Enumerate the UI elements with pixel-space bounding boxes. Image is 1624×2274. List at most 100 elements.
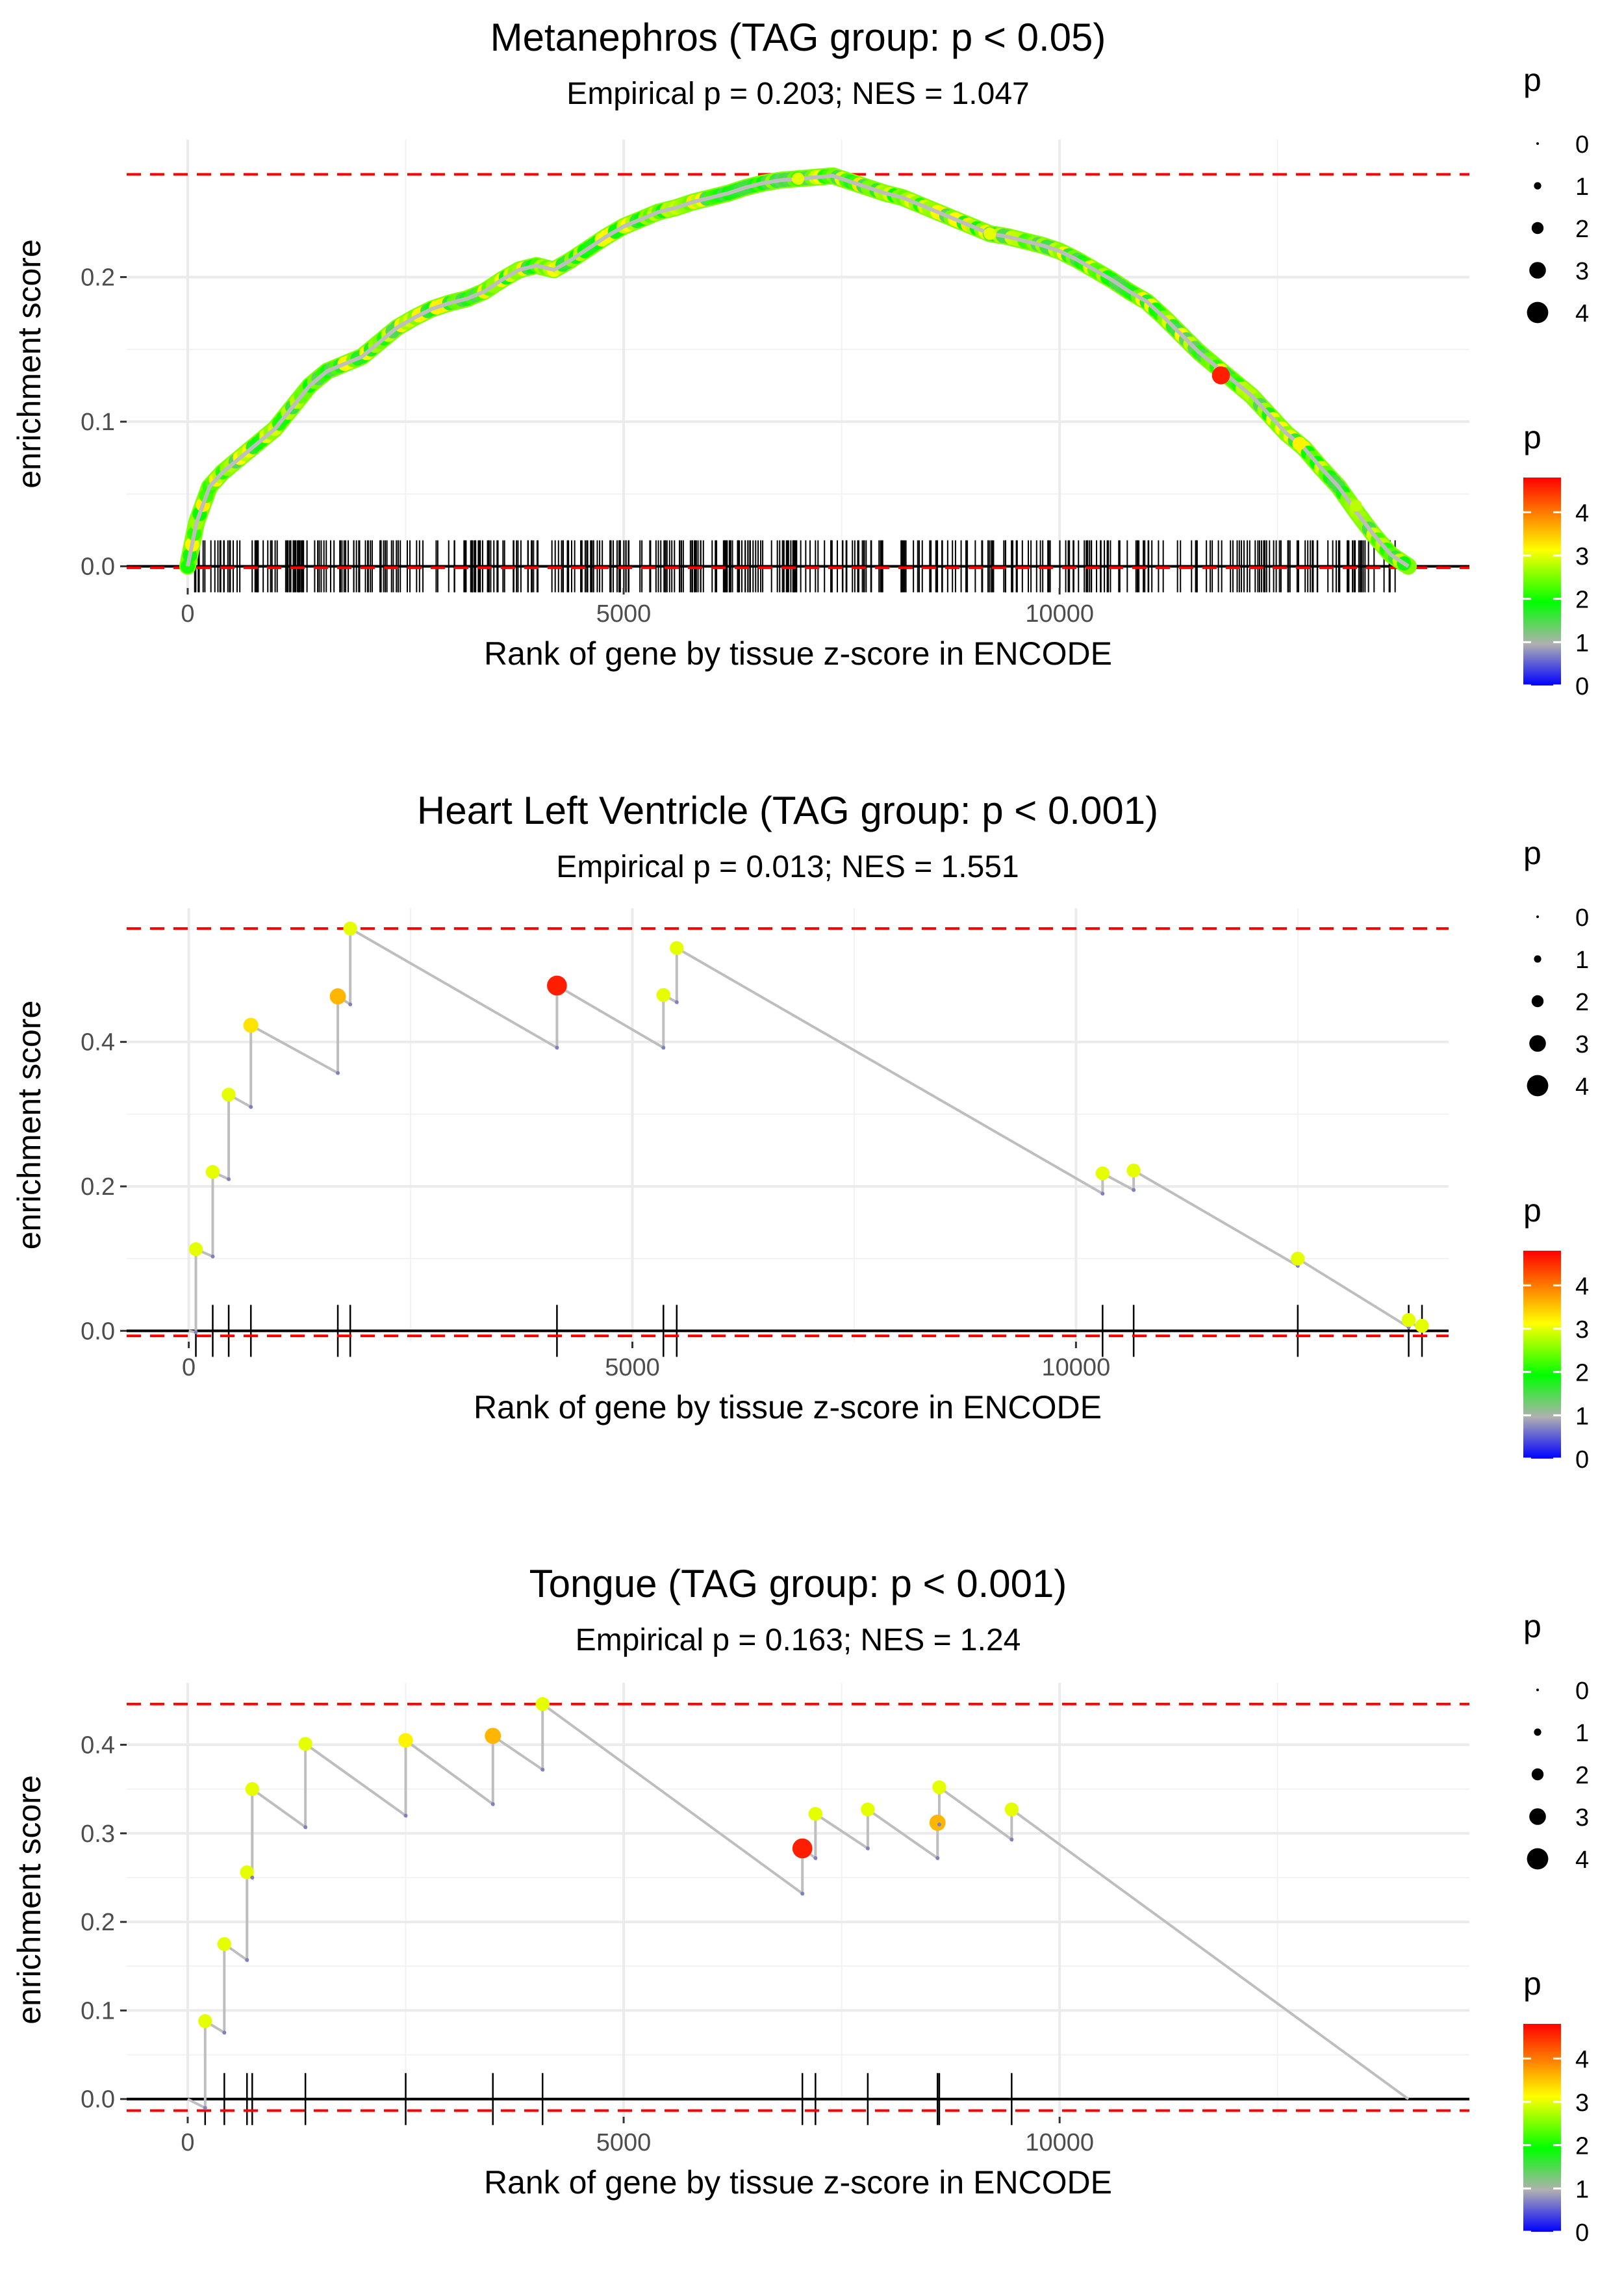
size-legend-key: [1536, 1689, 1539, 1691]
chart-subtitle: Empirical p = 0.203; NES = 1.047: [566, 77, 1029, 111]
size-legend-key: [1536, 915, 1539, 918]
color-legend-label: 4: [1575, 2046, 1589, 2073]
es-step-point: [227, 1177, 231, 1181]
size-legend-key: [1527, 1848, 1549, 1870]
es-hit-point: [398, 1733, 413, 1748]
y-tick-label: 0.0: [81, 554, 115, 581]
es-hit-point: [343, 921, 357, 936]
x-tick-label: 5000: [605, 1354, 660, 1381]
es-hit-point: [1415, 1318, 1429, 1333]
es-hit-point: [547, 975, 567, 996]
size-legend-key: [1527, 1075, 1549, 1097]
y-tick-label: 0.0: [81, 2086, 115, 2114]
color-legend-label: 0: [1575, 1446, 1589, 1474]
size-legend-label: 3: [1575, 258, 1589, 285]
es-step-point: [800, 1891, 805, 1896]
y-axis-title: enrichment score: [11, 239, 47, 489]
es-step-point: [222, 2030, 227, 2035]
x-axis-title: Rank of gene by tissue z-score in ENCODE: [484, 635, 1112, 672]
es-step-point: [194, 1330, 198, 1335]
es-hit-point: [792, 1838, 813, 1859]
es-hit-point: [329, 988, 346, 1005]
es-step-point: [210, 1254, 215, 1258]
color-legend-label: 3: [1575, 543, 1589, 570]
y-tick-label: 0.1: [81, 1997, 115, 2025]
size-legend-label: 3: [1575, 1031, 1589, 1058]
es-hit-point: [1095, 1166, 1110, 1181]
es-step-point: [303, 1825, 308, 1830]
color-legend-bar: [1523, 1251, 1561, 1459]
x-tick-label: 5000: [596, 600, 652, 628]
x-axis-title: Rank of gene by tissue z-score in ENCODE: [484, 2164, 1112, 2201]
es-step-point: [865, 1846, 870, 1850]
es-hit-point: [298, 1737, 312, 1751]
chart-panel-3: Tongue (TAG group: p < 0.001) Empirical p…: [11, 1562, 1589, 2247]
y-axis-title: enrichment score: [11, 1775, 47, 2025]
y-tick-label: 0.2: [81, 1173, 115, 1201]
es-hit-point: [245, 1782, 259, 1796]
size-legend-key: [1531, 222, 1544, 235]
size-legend-title: p: [1523, 835, 1542, 871]
color-legend-title: p: [1523, 1192, 1542, 1229]
es-hit-point: [198, 2014, 212, 2028]
es-step-point: [935, 1856, 940, 1860]
es-hit-point: [932, 1780, 946, 1795]
es-step-point: [203, 2106, 207, 2110]
color-legend-bar: [1523, 2024, 1561, 2232]
size-legend-label: 3: [1575, 1804, 1589, 1832]
es-hit-point: [861, 1802, 875, 1817]
es-hit-point: [656, 988, 670, 1003]
color-legend-label: 3: [1575, 2089, 1589, 2117]
es-highlight-point: [983, 227, 996, 240]
es-hit-point: [1291, 1251, 1305, 1266]
size-legend-key: [1534, 955, 1542, 963]
es-step-point: [937, 1822, 941, 1827]
es-hit-point: [808, 1807, 823, 1821]
es-hit-point: [1126, 1163, 1141, 1178]
es-hit-point: [243, 1017, 259, 1033]
es-hit-point: [535, 1697, 550, 1711]
es-step-point: [1100, 1192, 1105, 1196]
x-tick-label: 0: [182, 1354, 196, 1381]
chart-panel-1: Metanephros (TAG group: p < 0.05) Empiric…: [11, 16, 1589, 700]
size-legend-key: [1529, 1035, 1546, 1052]
es-highlight-point: [1212, 366, 1230, 385]
color-legend-label: 1: [1575, 2176, 1589, 2203]
size-legend-label: 0: [1575, 1678, 1589, 1705]
x-tick-label: 5000: [596, 2129, 652, 2156]
es-step-point: [661, 1045, 666, 1050]
color-legend-label: 2: [1575, 2133, 1589, 2160]
size-legend-key: [1529, 1808, 1546, 1825]
size-legend-key: [1527, 301, 1549, 324]
size-legend-key: [1531, 1768, 1544, 1781]
color-legend-label: 0: [1575, 673, 1589, 700]
es-highlight-point: [791, 172, 805, 185]
size-legend-key: [1534, 1728, 1542, 1736]
color-legend-label: 1: [1575, 630, 1589, 657]
y-tick-label: 0.0: [81, 1318, 115, 1345]
y-axis-title: enrichment score: [11, 1001, 47, 1250]
chart-panel-2: Heart Left Ventricle (TAG group: p < 0.0…: [11, 789, 1589, 1474]
es-step-point: [1132, 1188, 1136, 1192]
y-tick-label: 0.3: [81, 1820, 115, 1848]
size-legend-label: 1: [1575, 1720, 1589, 1747]
y-tick-label: 0.4: [81, 1029, 115, 1056]
color-legend-label: 4: [1575, 500, 1589, 527]
size-legend-label: 4: [1575, 1846, 1589, 1874]
size-legend-label: 0: [1575, 131, 1589, 159]
chart-subtitle: Empirical p = 0.163; NES = 1.24: [576, 1623, 1021, 1657]
size-legend-label: 2: [1575, 1762, 1589, 1789]
size-legend-label: 2: [1575, 989, 1589, 1016]
chart-title: Metanephros (TAG group: p < 0.05): [490, 16, 1106, 59]
es-highlight-point: [1350, 500, 1362, 512]
es-hit-point: [205, 1165, 220, 1179]
color-legend-label: 3: [1575, 1316, 1589, 1344]
es-hit-point: [188, 1242, 203, 1257]
es-step-point: [403, 1813, 408, 1818]
size-legend-label: 2: [1575, 216, 1589, 243]
es-hit-point: [929, 1814, 946, 1831]
color-legend-label: 2: [1575, 1360, 1589, 1387]
es-step-point: [490, 1802, 495, 1806]
size-legend-label: 4: [1575, 1073, 1589, 1101]
